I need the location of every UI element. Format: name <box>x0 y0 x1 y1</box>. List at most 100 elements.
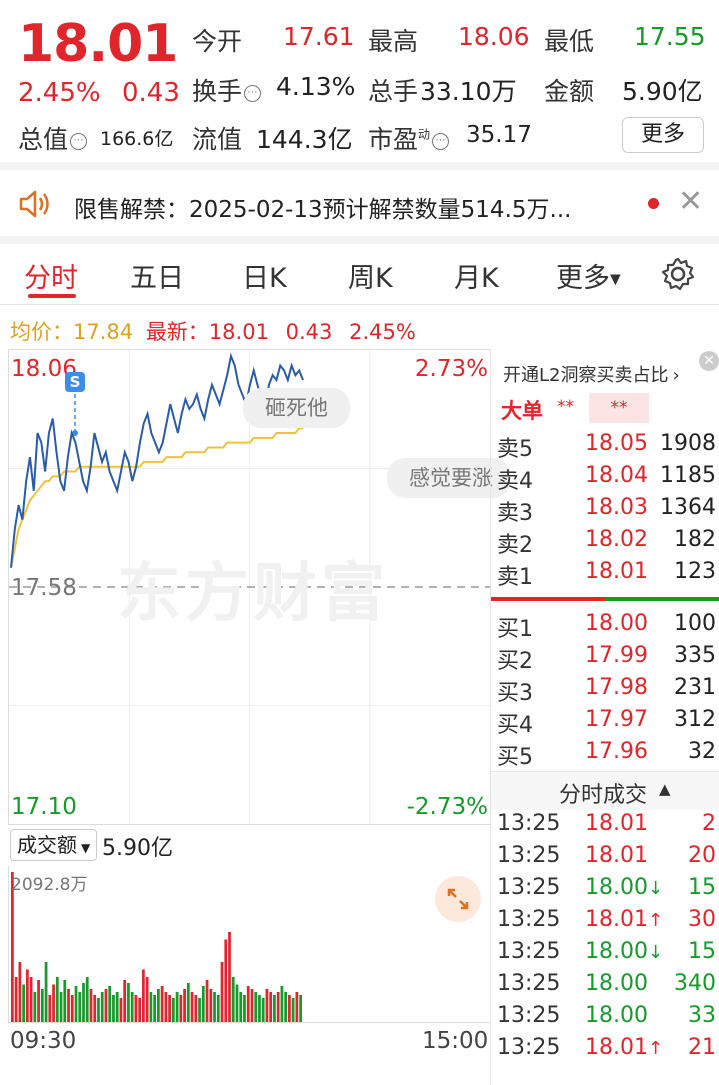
volume-bar <box>160 986 164 1022</box>
volume-selector[interactable]: 成交额 ▼ <box>10 829 98 861</box>
summary-change-pct: 2.45% <box>349 320 416 344</box>
change-percent: 2.45% <box>18 78 101 108</box>
speaker-icon <box>19 190 49 218</box>
bid-row[interactable]: 买4 17.97 312 <box>491 707 719 739</box>
l2-header-link[interactable]: 开通L2洞察买卖占比 › <box>503 361 680 387</box>
tab-more-label: 更多 <box>556 263 610 294</box>
order-book-panel: 开通L2洞察买卖占比 › ✕ 大单 ** ** 卖5 18.05 1908 卖4 18.0… <box>490 349 719 1085</box>
tab-monthly-k[interactable]: 月K <box>454 263 499 294</box>
tab-weekly-k[interactable]: 周K <box>348 263 393 294</box>
volume-bar <box>52 984 55 1022</box>
trade-arrow-icon: ↑ <box>647 1038 664 1059</box>
summary-change: 0.43 <box>285 320 333 344</box>
comment-bubble[interactable]: 砸死他 <box>243 388 350 428</box>
ask-ratio-bar <box>491 597 605 601</box>
ask-row[interactable]: 卖1 18.01 123 <box>491 559 719 591</box>
signal-marker[interactable]: S <box>65 372 85 392</box>
turnover-label: 换手 <box>192 77 243 106</box>
trade-price: 18.01 <box>585 843 648 868</box>
trade-arrow-icon: ↓ <box>647 942 664 963</box>
bid-volume: 312 <box>674 707 716 732</box>
settings-icon[interactable] <box>660 256 696 292</box>
bid-price: 17.99 <box>585 643 648 668</box>
turnover-info[interactable]: 换手 ⋯ <box>192 72 262 108</box>
ask-level-label: 卖5 <box>497 437 533 462</box>
trade-row: 13:25 18.00 33 <box>491 1003 719 1035</box>
volume-bar <box>186 983 190 1022</box>
tab-underline <box>28 294 76 298</box>
ask-volume: 1908 <box>660 431 716 456</box>
tab-intraday[interactable]: 分时 <box>24 263 78 294</box>
watermark: 东方财富 <box>117 557 389 631</box>
volume-bar <box>127 983 130 1022</box>
mktcap-info[interactable]: 总值 ⋯ <box>18 120 88 156</box>
volume-bar <box>48 995 52 1022</box>
volume-bar <box>295 992 299 1022</box>
bid-level-label: 买4 <box>497 713 533 738</box>
amount-value: 5.90亿 <box>622 77 703 106</box>
volume-bar <box>157 989 160 1022</box>
ask-row[interactable]: 卖5 18.05 1908 <box>491 431 719 463</box>
info-icon: ⋯ <box>432 132 450 150</box>
volume-bar <box>112 995 115 1022</box>
trade-row: 13:25 18.01↑ 21 <box>491 1035 719 1067</box>
volume-bar <box>250 989 254 1022</box>
volume-bar <box>175 992 179 1022</box>
volume-bar <box>123 980 127 1022</box>
volume-bar <box>115 992 119 1022</box>
bottom-price-label: 17.10 <box>11 794 77 820</box>
tab-more[interactable]: 更多▼ <box>556 256 621 295</box>
bid-row[interactable]: 买1 18.00 100 <box>491 611 719 643</box>
turnover-value: 4.13% <box>276 72 356 101</box>
expand-button[interactable] <box>435 876 481 922</box>
bottom-pct-label: -2.73% <box>406 794 488 820</box>
trade-price: 18.00 <box>585 939 648 964</box>
ask-volume: 123 <box>674 559 716 584</box>
volume-max-label: 2092.8万 <box>11 875 88 895</box>
ask-row[interactable]: 卖2 18.02 182 <box>491 527 719 559</box>
trade-time: 13:25 <box>497 843 561 868</box>
notice-bar[interactable]: 限售解禁：2025-02-13预计解禁数量514.5万... ✕ <box>0 170 719 238</box>
ask-price: 18.03 <box>585 495 648 520</box>
current-price: 18.01 <box>18 14 178 74</box>
bid-price: 18.00 <box>585 611 648 636</box>
bid-row[interactable]: 买3 17.98 231 <box>491 675 719 707</box>
ask-level-label: 卖2 <box>497 533 533 558</box>
trades-header[interactable]: 分时成交 ▲ <box>491 771 719 810</box>
volume-bar <box>205 980 209 1022</box>
volume-bar <box>153 995 156 1022</box>
bid-row[interactable]: 买2 17.99 335 <box>491 643 719 675</box>
volume-bar <box>70 995 74 1022</box>
volume-bar <box>134 995 138 1022</box>
volume-bar <box>269 992 273 1022</box>
volume-bar <box>168 995 171 1022</box>
volume-chart[interactable]: 2092.8万 <box>8 866 491 1023</box>
tab-daily-k[interactable]: 日K <box>242 263 287 294</box>
ask-price: 18.02 <box>585 527 648 552</box>
trade-row: 13:25 18.01↑ 30 <box>491 907 719 939</box>
ask-row[interactable]: 卖4 18.04 1185 <box>491 463 719 495</box>
close-icon[interactable]: ✕ <box>699 351 719 371</box>
volume-bar <box>299 995 302 1022</box>
trade-price: 18.00 <box>585 875 648 900</box>
bid-row[interactable]: 买5 17.96 32 <box>491 739 719 771</box>
volume-bar <box>138 998 142 1022</box>
volume-bar <box>55 977 59 1022</box>
volume-bar <box>119 998 123 1022</box>
volume-bar <box>25 969 29 1022</box>
high-value: 18.06 <box>458 22 530 51</box>
volume-bar <box>44 962 48 1022</box>
chart-tabs: 分时 五日 日K 周K 月K 更多▼ <box>0 244 719 305</box>
intraday-chart[interactable]: 东方财富 18.06 2.73% 17.58 17.10 -2.73% S 砸死… <box>8 349 511 825</box>
volume-chart-svg <box>11 872 302 1022</box>
more-button[interactable]: 更多 <box>622 117 704 153</box>
tab-five-day[interactable]: 五日 <box>130 263 184 294</box>
volume-bar <box>40 989 44 1022</box>
ask-row[interactable]: 卖3 18.03 1364 <box>491 495 719 527</box>
bid-level-label: 买2 <box>497 649 533 674</box>
close-icon[interactable]: ✕ <box>678 184 704 219</box>
volume-bar <box>67 989 70 1022</box>
trade-volume: 15 <box>688 939 716 964</box>
pe-info[interactable]: 市盈动 ⋯ <box>368 120 450 156</box>
ask-price: 18.04 <box>585 463 648 488</box>
